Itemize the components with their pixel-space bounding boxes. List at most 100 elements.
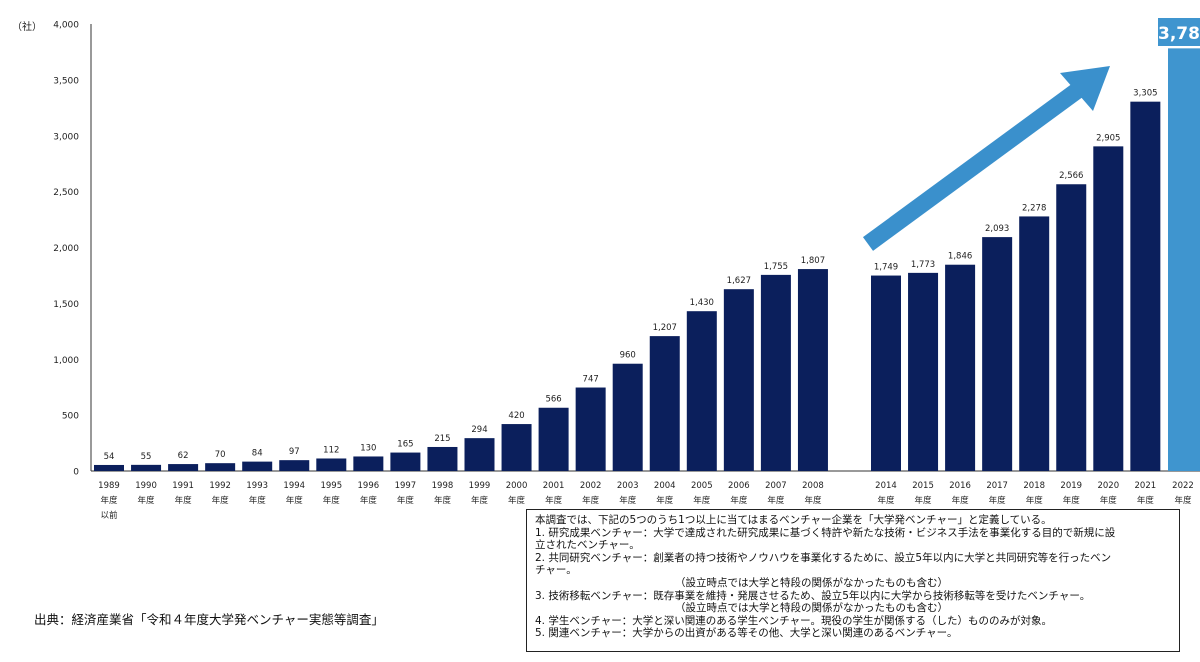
bar [1019,216,1050,471]
bar-value-label: 1,627 [727,276,751,286]
x-tick-label: 2015 [912,481,934,491]
y-tick-label: 4,000 [53,21,79,31]
note-line: 2. 共同研究ベンチャー：創業者の持つ技術やノウハウを事業化するために、設立5年… [535,551,1112,564]
bar-value-label: 165 [397,440,413,450]
bar-value-label: 70 [215,450,226,460]
bar-value-label: 62 [178,451,189,461]
bar-value-label: 960 [620,351,636,361]
bar [1093,146,1124,471]
note-line: 立されたベンチャー。 [535,539,640,552]
source-citation: 出典：経済産業省「令和４年度大学発ベンチャー実態等調査」 [34,612,384,627]
y-tick-label: 0 [73,468,79,478]
x-tick-label: 2005 [691,481,713,491]
y-tick-label: 2,500 [53,188,79,198]
x-tick-label: 1990 [135,481,157,491]
note-line: 5. 関連ベンチャー：大学からの出資がある等その他、大学と深い関連のあるベンチャ… [535,627,958,640]
bar-value-label: 54 [104,452,115,462]
bar [760,274,791,471]
x-tick-label: 年度 [249,495,267,506]
x-tick-label: 2014 [875,481,897,491]
bar [649,336,680,471]
x-tick-label: 以前 [100,510,118,521]
x-tick-label: 年度 [471,495,489,506]
x-tick-label: 1999 [469,481,491,491]
x-tick-label: 年度 [545,495,563,506]
bar-value-label: 130 [360,443,376,453]
highlight-label-box [1158,18,1200,46]
bar-value-label: 2,905 [1096,133,1120,143]
bar-value-label: 2,566 [1059,171,1083,181]
bar-value-label: 420 [508,411,524,421]
x-tick-label: 2002 [580,481,602,491]
x-tick-label: 2008 [802,481,824,491]
bar [686,311,717,471]
y-tick-label: 1,500 [53,300,79,310]
x-tick-label: 2021 [1135,481,1157,491]
bar [131,464,162,471]
x-tick-label: 1989 [98,481,120,491]
y-axis-label: （社） [12,20,42,33]
x-tick-label: 2020 [1097,481,1119,491]
arrow-head [1060,66,1110,111]
note-line: 本調査では、下記の5つのうち1つ以上に当てはまるベンチャー企業を「大学発ベンチャ… [535,514,1052,526]
x-tick-label: 年度 [100,495,118,506]
y-tick-label: 500 [62,412,79,422]
x-tick-label: 年度 [286,495,304,506]
x-tick-label: 1997 [395,481,417,491]
x-tick-label: 年度 [1063,495,1081,506]
bar-value-label: 1,749 [874,263,898,273]
y-tick-label: 2,000 [53,244,79,254]
chart-axes: （社） 0 500 1,000 1,500 2,000 2,500 3,000 3,500 4,0… [12,20,1200,478]
bar-value-label: 294 [471,425,487,435]
x-tick-label: 2016 [949,481,971,491]
bar-value-label: 747 [583,375,599,385]
definition-note: 本調査では、下記の5つのうち1つ以上に当てはまるベンチャー企業を「大学発ベンチャ… [526,509,1180,652]
bar [501,424,532,471]
bar [945,264,976,471]
note-line: 3. 技術移転ベンチャー：既存事業を維持・発展させるため、設立5年以内に大学から… [535,589,1091,602]
bar-value-label: 1,846 [948,252,972,262]
x-tick-label: 年度 [767,495,785,506]
bar [316,458,347,471]
x-tick-label: 1995 [320,481,342,491]
growth-arrow-icon [862,66,1110,251]
bar [205,463,236,471]
x-tick-label: 1996 [358,481,380,491]
bar-value-label: 1,430 [690,298,714,308]
note-line: 4. 学生ベンチャー：大学と深い関連のある学生ベンチャー。現役の学生が関係する（… [535,614,1053,627]
y-tick-label: 1,000 [53,356,79,366]
bar-value-label: 1,755 [764,262,788,272]
x-tick-label: 年度 [138,495,156,506]
note-line: チャー。 [535,564,577,577]
x-tick-label: 2003 [617,481,639,491]
x-tick-label: 年度 [1174,495,1192,506]
bar-value-label: 55 [141,452,152,462]
x-tick-label: 1991 [172,481,194,491]
x-tick-label: 年度 [952,495,970,506]
bar [612,363,643,471]
bar-value-label: 112 [323,445,339,455]
x-tick-label: 2006 [728,481,750,491]
x-tick-label: 年度 [693,495,711,506]
x-tick-label: 年度 [1137,495,1155,506]
note-line: （設立時点では大学と特段の関係がなかったものも含む） [675,576,948,589]
x-tick-label: 年度 [397,495,415,506]
x-tick-label: 年度 [989,495,1007,506]
bar [1056,184,1087,471]
x-tick-label: 1994 [283,481,305,491]
x-tick-label: 2004 [654,481,676,491]
note-line: 1. 研究成果ベンチャー：大学で達成された研究成果に基づく特許や新たな技術・ビジ… [535,526,1116,539]
x-tick-label: 年度 [175,495,193,506]
bar [982,237,1013,471]
bar-2022 [1168,48,1200,471]
x-tick-label: 年度 [508,495,526,506]
x-tick-label: 2007 [765,481,787,491]
x-tick-label: 年度 [619,495,637,506]
bar-value-label: 97 [289,447,300,457]
bar-value-label: 1,207 [653,323,677,333]
bar-value-label: 1,807 [801,256,825,266]
bar-value-label: 2,093 [985,224,1009,234]
x-tick-label: 1993 [246,481,268,491]
bar [353,456,384,471]
